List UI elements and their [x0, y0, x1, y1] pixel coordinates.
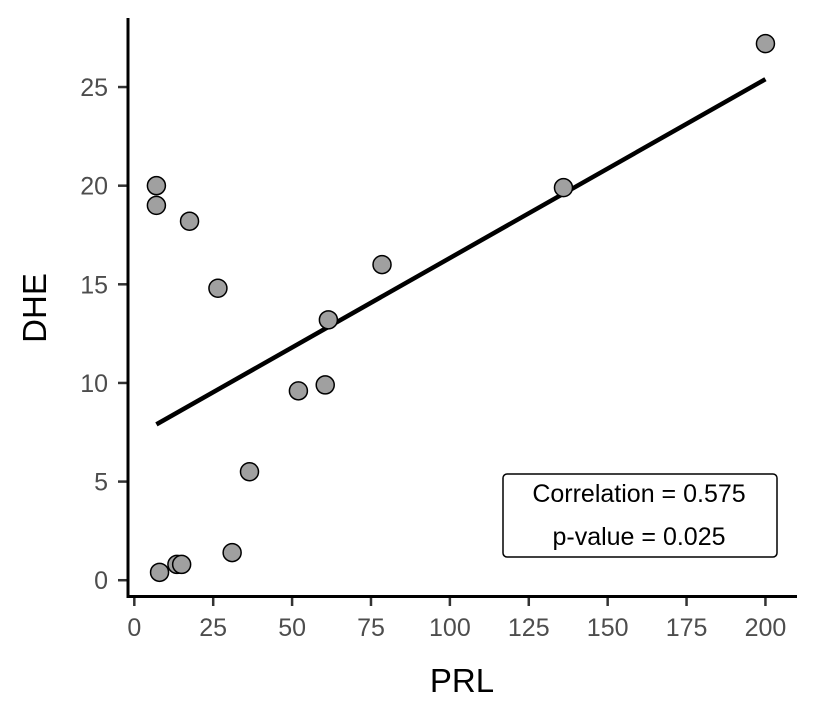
annotation-correlation: Correlation = 0.575 — [532, 480, 745, 508]
y-tick-label: 15 — [80, 271, 108, 299]
data-point — [553, 177, 574, 198]
x-tick-label: 50 — [278, 614, 306, 642]
y-tick-label: 5 — [94, 469, 108, 497]
x-axis-title: PRL — [430, 662, 494, 699]
data-point — [149, 562, 170, 583]
annotation-box: Correlation = 0.575 p-value = 0.025 — [502, 473, 778, 558]
annotation-p-value: p-value = 0.025 — [552, 523, 725, 551]
x-tick-label: 175 — [666, 614, 708, 642]
data-point — [288, 381, 309, 401]
y-axis-title: DHE — [16, 273, 53, 343]
points-layer — [146, 33, 776, 583]
data-point — [208, 278, 228, 299]
x-axis-ticks: 0 25 50 75 100 125 150 175 200 — [127, 596, 786, 642]
fit-line-layer — [155, 77, 767, 427]
x-tick-label: 75 — [357, 614, 385, 642]
annotation-frame — [502, 473, 778, 558]
y-tick-label: 0 — [94, 567, 108, 595]
regression-line — [155, 77, 767, 427]
data-point — [239, 461, 260, 482]
x-tick-label: 0 — [127, 614, 141, 642]
data-point — [372, 254, 392, 275]
data-point — [179, 211, 200, 231]
y-tick-label: 10 — [80, 370, 108, 398]
data-point — [146, 195, 167, 216]
x-tick-label: 100 — [429, 614, 471, 642]
data-point — [315, 375, 335, 395]
data-point — [755, 33, 776, 54]
y-tick-label: 20 — [80, 173, 108, 201]
y-axis-ticks: 0 5 10 15 20 25 — [80, 74, 128, 595]
x-tick-label: 200 — [745, 614, 787, 642]
data-point — [222, 542, 242, 563]
data-point — [318, 310, 339, 330]
data-point — [171, 554, 192, 575]
data-point — [146, 175, 167, 196]
x-tick-label: 125 — [508, 614, 550, 642]
y-tick-label: 25 — [80, 74, 108, 102]
x-tick-label: 150 — [587, 614, 629, 642]
x-tick-label: 25 — [199, 614, 227, 642]
